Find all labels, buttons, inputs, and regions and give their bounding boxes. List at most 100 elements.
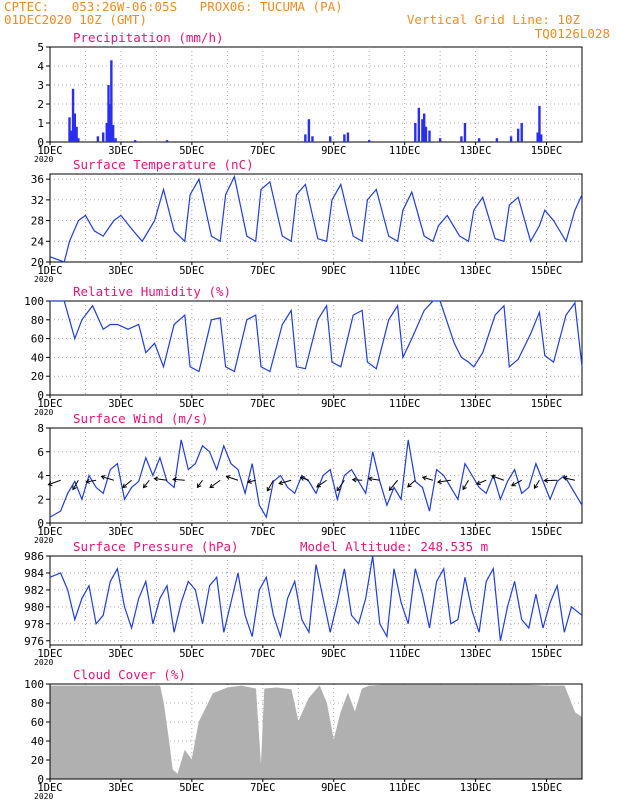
precip-bar [107, 85, 110, 142]
wind-arrow [197, 479, 203, 488]
panel-4: 976 978 980 982 984 986 1DEC 3DEC 5DEC 7DEC 9DEC 11… [24, 539, 583, 667]
x-tick-label: 13DEC [460, 782, 492, 794]
panel-title: Relative Humidity (%) [73, 284, 231, 299]
wind-arrow-head [266, 486, 272, 492]
wind-arrow [122, 479, 132, 488]
y-tick-label: 100 [24, 678, 44, 691]
precip-bar [68, 117, 71, 142]
y-tick-label: 24 [31, 235, 45, 248]
y-tick-label: 976 [24, 635, 44, 648]
y-tick-label: 60 [31, 716, 44, 729]
precip-bar [368, 140, 371, 142]
precip-bar [414, 123, 417, 142]
wind-arrow [491, 475, 505, 481]
wind-arrow [86, 479, 97, 483]
x-tick-label: 1DEC [37, 265, 62, 277]
series-line [49, 555, 583, 641]
wind-arrow-head [225, 475, 231, 480]
wind-arrow-head [436, 479, 442, 485]
panel-title: Surface Pressure (hPa) [73, 539, 239, 554]
wind-arrow-head [100, 475, 106, 480]
wind-arrow [563, 477, 576, 481]
y-tick-label: 80 [31, 697, 44, 710]
panel-title: Surface Wind (m/s) [73, 411, 208, 426]
wind-arrow [316, 479, 327, 488]
precip-bar [165, 140, 169, 142]
x-tick-label: 11DEC [389, 398, 421, 410]
precip-bar [438, 138, 442, 142]
y-tick-label: 978 [24, 618, 44, 631]
x-year-label: 2020 [34, 155, 53, 164]
y-tick-label: 20 [31, 370, 44, 383]
y-tick-label: 0 [37, 136, 44, 149]
wind-arrow-head [278, 480, 284, 486]
x-tick-label: 3DEC [108, 265, 133, 277]
x-tick-label: 5DEC [179, 782, 204, 794]
precip-bar [304, 134, 307, 142]
precip-bar [77, 138, 80, 142]
x-tick-label: 5DEC [179, 265, 204, 277]
x-tick-label: 15DEC [531, 398, 563, 410]
wind-arrow [300, 476, 310, 481]
wind-arrow [389, 479, 398, 491]
x-tick-label: 3DEC [108, 526, 133, 538]
x-tick-label: 9DEC [321, 526, 346, 538]
cloud-area [49, 684, 583, 780]
precip-bar [75, 126, 78, 142]
x-tick-label: 13DEC [460, 526, 492, 538]
wind-arrow-head [209, 483, 215, 489]
x-tick-label: 9DEC [321, 782, 346, 794]
y-tick-label: 980 [24, 601, 44, 614]
wind-arrow-head [142, 483, 148, 489]
precip-bar [428, 130, 431, 142]
wind-arrow [48, 479, 61, 486]
wind-arrow [533, 479, 540, 489]
panel-title: Cloud Cover (%) [73, 667, 186, 682]
panel-1: 20 24 28 32 36 1DEC 3DEC 5DEC 7DEC 9DEC 11DEC 13DEC… [31, 157, 583, 284]
wind-arrow-head [533, 484, 539, 490]
x-tick-label: 5DEC [179, 398, 204, 410]
x-year-label: 2020 [34, 658, 53, 667]
wind-arrow-head [407, 482, 412, 488]
panel-frame-top [49, 683, 583, 780]
wind-arrow-head [510, 481, 516, 487]
x-tick-label: 5DEC [179, 145, 204, 157]
precip-bar [424, 126, 428, 142]
x-tick-label: 1DEC [37, 145, 62, 157]
wind-arrows [47, 474, 576, 492]
y-tick-label: 4 [37, 60, 44, 73]
x-year-label: 2020 [34, 536, 53, 545]
precip-bar [536, 132, 539, 142]
panel-0: 0 1 2 3 4 5 1DEC 3DEC 5DEC 7DEC 9DEC 11DEC 13DEC 15DE… [34, 30, 583, 164]
wind-arrow-head [246, 479, 252, 484]
y-tick-label: 0 [37, 517, 44, 530]
header-grid-note: Vertical Grid Line: 10Z [406, 12, 580, 27]
panel-annotation: Model Altitude: 248.535 m [300, 539, 488, 554]
wind-arrow-head [47, 481, 53, 486]
y-tick-label: 2 [37, 98, 44, 111]
wind-arrow [422, 476, 434, 481]
y-tick-label: 36 [31, 173, 44, 186]
y-tick-label: 2 [37, 493, 44, 506]
precip-bar [538, 105, 541, 142]
wind-arrow-head [85, 478, 91, 484]
x-tick-label: 15DEC [531, 145, 563, 157]
x-tick-label: 15DEC [531, 265, 563, 277]
precip-bar [422, 113, 426, 142]
wind-arrow [437, 479, 451, 483]
series-line [49, 439, 583, 519]
x-tick-label: 13DEC [460, 398, 492, 410]
wind-arrow [511, 479, 522, 487]
wind-arrow [226, 475, 239, 481]
y-tick-label: 1 [37, 117, 44, 130]
wind-arrow-head [543, 478, 549, 484]
y-tick-label: 8 [37, 422, 44, 435]
x-tick-label: 11DEC [389, 648, 421, 660]
x-tick-label: 3DEC [108, 145, 133, 157]
wind-arrow-head [490, 474, 496, 480]
x-tick-label: 7DEC [250, 526, 275, 538]
precip-bar [114, 138, 117, 142]
x-tick-label: 3DEC [108, 648, 133, 660]
wind-arrow [476, 479, 487, 485]
